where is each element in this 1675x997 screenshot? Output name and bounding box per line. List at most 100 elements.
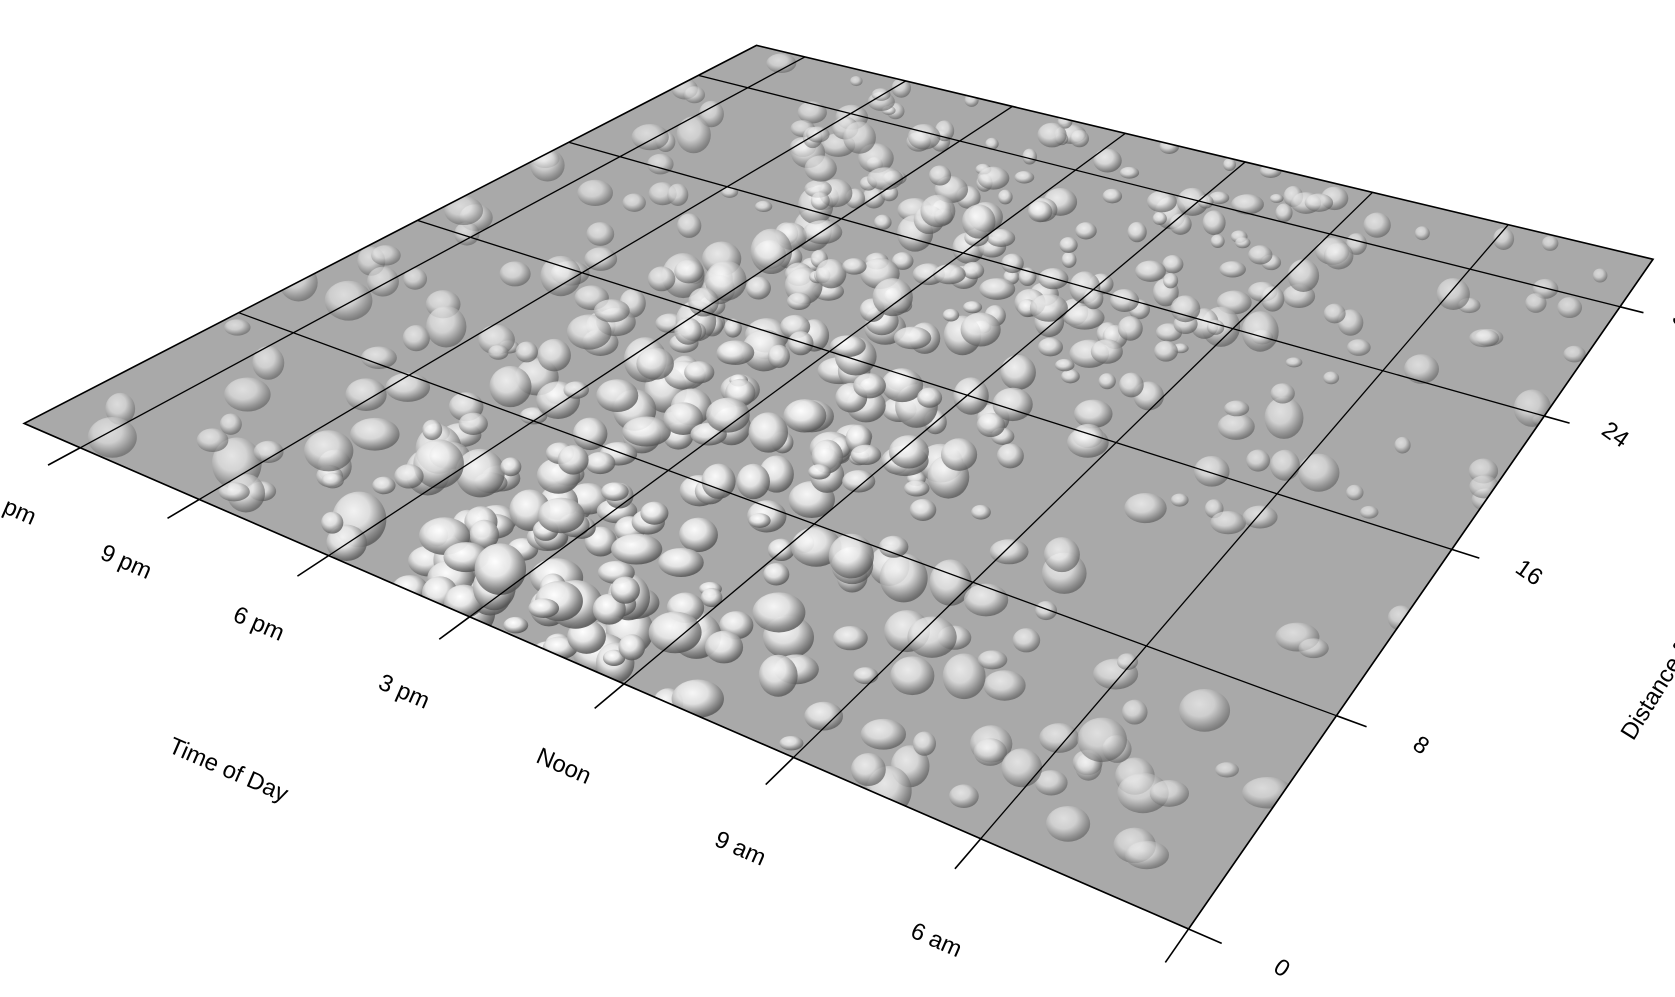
- surface-bump: [1179, 688, 1231, 732]
- surface-bump: [1525, 293, 1547, 313]
- x-tick: [765, 756, 795, 786]
- x-tick: [1164, 928, 1190, 963]
- surface-bump: [1012, 628, 1041, 653]
- surface-bump: [1298, 638, 1329, 659]
- surface-bump: [572, 417, 608, 451]
- surface-bump: [1269, 193, 1284, 203]
- surface-bump: [786, 292, 811, 311]
- surface-bump: [963, 583, 1009, 617]
- x-tick: [296, 554, 330, 577]
- surface-bump: [829, 335, 866, 358]
- surface-bump: [488, 344, 509, 360]
- surface-bump: [904, 480, 930, 497]
- surface-bump: [891, 252, 914, 270]
- surface-bump: [1135, 260, 1166, 282]
- surface-bump: [454, 221, 480, 246]
- surface-bump: [611, 533, 663, 565]
- surface-bump: [610, 576, 640, 604]
- surface-bump: [850, 753, 886, 787]
- surface-bump: [224, 377, 271, 412]
- surface-bump: [797, 101, 827, 124]
- surface-bump: [881, 368, 924, 403]
- grid-line: [698, 74, 1621, 308]
- surface-bump: [983, 670, 1026, 701]
- surface-bump: [1001, 748, 1043, 788]
- surface-bump: [1117, 316, 1143, 341]
- surface-bump: [1215, 762, 1239, 778]
- x-tick: [594, 683, 625, 710]
- surface-bump: [810, 191, 830, 211]
- surface-bump: [563, 381, 589, 399]
- surface-bump: [631, 123, 669, 151]
- surface-bump: [601, 482, 629, 502]
- surface-bump: [1242, 505, 1278, 529]
- surface-bump: [537, 497, 585, 534]
- surface-bump: [1093, 148, 1122, 173]
- surface-bump: [942, 308, 960, 322]
- surface-bump: [557, 445, 589, 475]
- surface-bump: [1287, 259, 1320, 293]
- surface-bump: [1163, 272, 1179, 289]
- surface-bump: [1000, 354, 1036, 390]
- surface-bump: [1394, 436, 1411, 454]
- surface-bump: [413, 439, 464, 489]
- surface-bump: [1264, 396, 1304, 439]
- surface-bump: [647, 266, 676, 292]
- surface-bump: [1022, 148, 1037, 165]
- surface-bump: [500, 457, 522, 477]
- surface-bump: [422, 419, 443, 441]
- surface-bump: [667, 183, 689, 207]
- surface-bump: [766, 53, 797, 73]
- surface-bump: [724, 318, 742, 338]
- surface-bump: [636, 347, 674, 380]
- surface-bump: [474, 543, 527, 595]
- grid-line: [623, 161, 1246, 685]
- surface-bump: [1154, 340, 1178, 362]
- surface-bump: [593, 299, 630, 323]
- surface-bump: [878, 535, 909, 558]
- surface-bump: [767, 538, 795, 562]
- x-tick: [954, 838, 982, 870]
- surface-bump: [736, 463, 770, 500]
- surface-bump: [971, 504, 991, 520]
- surface-bump: [1298, 453, 1340, 492]
- surface-bump: [891, 78, 911, 98]
- surface-bump: [321, 472, 344, 489]
- surface-bump: [618, 634, 646, 661]
- surface-bump: [678, 517, 718, 553]
- surface-bump: [252, 346, 285, 380]
- surface-bump: [253, 440, 284, 464]
- grid-line: [417, 219, 1453, 550]
- surface-bump: [907, 616, 957, 658]
- surface-bump: [909, 498, 937, 521]
- grid-line: [23, 422, 1189, 930]
- surface-bump: [1001, 253, 1024, 274]
- surface-bump: [503, 616, 529, 634]
- surface-bump: [783, 399, 827, 433]
- surface-bump: [872, 278, 913, 317]
- surface-bump: [1210, 511, 1247, 535]
- surface-bump: [1035, 601, 1058, 621]
- x-tick-label: 12 pm: [0, 480, 40, 531]
- grid-line: [980, 224, 1509, 840]
- surface-bump: [1124, 840, 1170, 870]
- surface-bump: [907, 123, 941, 150]
- surface-bump: [1541, 235, 1559, 251]
- surface-bump: [324, 280, 373, 321]
- surface-bump: [850, 444, 882, 466]
- surface-bump: [977, 650, 1008, 670]
- surface-bump: [444, 196, 484, 226]
- x-tick-label: Noon: [532, 743, 595, 790]
- surface-bump: [1039, 723, 1080, 753]
- surface-bump: [961, 204, 996, 239]
- surface-bump: [87, 416, 137, 458]
- surface-bump: [648, 611, 702, 654]
- surface-bump: [1119, 372, 1144, 398]
- surface-bump: [426, 305, 467, 348]
- y-tick-label: 16: [1510, 554, 1547, 591]
- surface-bump: [1231, 194, 1264, 215]
- surface-bump: [1275, 203, 1293, 223]
- surface-bump: [1217, 413, 1255, 440]
